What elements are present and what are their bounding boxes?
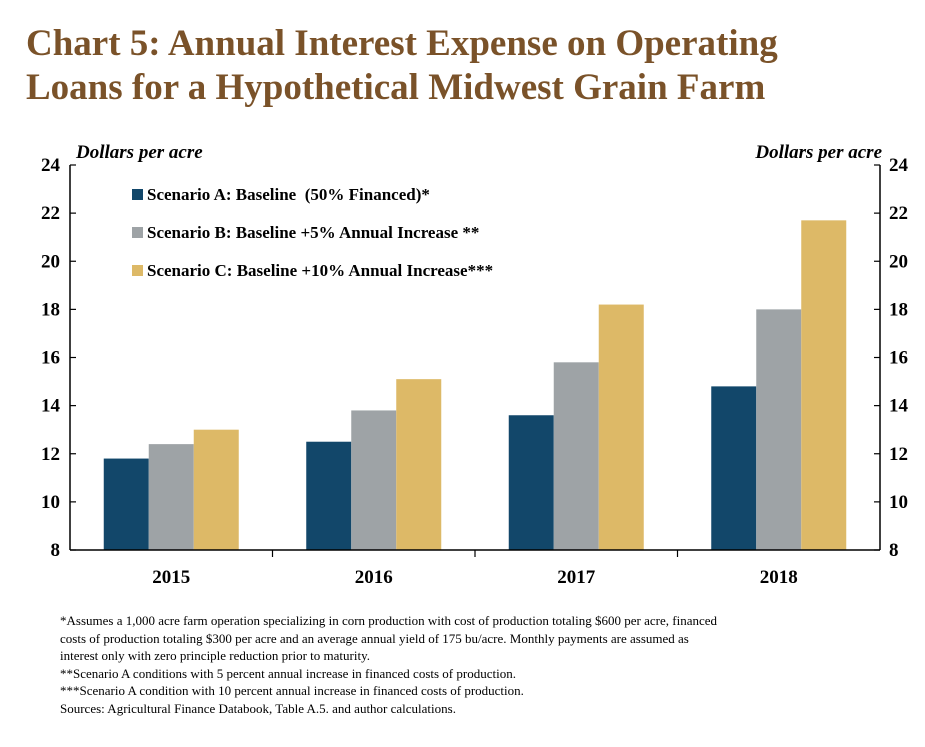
bar — [756, 309, 802, 550]
y-tick-label-left: 16 — [41, 348, 60, 369]
x-tick-label: 2015 — [152, 567, 190, 588]
bar — [351, 410, 397, 550]
y-tick-label-left: 22 — [41, 203, 60, 224]
y-axis-label-right: Dollars per acre — [755, 142, 882, 163]
bar — [148, 444, 194, 550]
y-tick-label-right: 22 — [889, 203, 908, 224]
y-tick-label-right: 16 — [889, 348, 908, 369]
bar — [598, 304, 644, 550]
bar — [306, 441, 352, 550]
footnote-line: **Scenario A conditions with 5 percent a… — [60, 665, 516, 681]
bar — [103, 458, 149, 550]
y-tick-label-left: 24 — [41, 155, 61, 176]
y-tick-label-left: 10 — [41, 492, 60, 513]
x-tick-label: 2017 — [557, 567, 596, 588]
bar — [396, 379, 442, 550]
y-tick-label-left: 18 — [41, 299, 60, 320]
footnote-line: costs of production totaling $300 per ac… — [60, 630, 689, 646]
y-tick-label-right: 20 — [889, 251, 908, 272]
y-tick-label-left: 12 — [41, 444, 60, 465]
chart-title-line-1: Chart 5: Annual Interest Expense on Oper… — [26, 23, 778, 64]
legend-swatch — [132, 227, 143, 238]
y-axis-label-left: Dollars per acre — [76, 142, 203, 163]
y-tick-label-left: 20 — [41, 251, 60, 272]
footnote-line: interest only with zero principle reduct… — [60, 648, 370, 663]
footnote-line: *Assumes a 1,000 acre farm operation spe… — [60, 613, 718, 628]
legend-swatch — [132, 189, 143, 200]
footnotes: *Assumes a 1,000 acre farm operation spe… — [60, 612, 880, 717]
x-tick-label: 2018 — [760, 567, 798, 588]
chart-title-line-2: Loans for a Hypothetical Midwest Grain F… — [26, 67, 766, 108]
bar — [801, 220, 847, 550]
bar — [553, 362, 599, 550]
y-tick-label-right: 8 — [889, 540, 899, 561]
source-line: Sources: Agricultural Finance Databook, … — [60, 700, 456, 716]
y-tick-label-right: 14 — [889, 396, 909, 417]
legend-swatch — [132, 265, 143, 276]
bar — [711, 386, 757, 550]
legend-label: Scenario B: Baseline +5% Annual Increase… — [147, 223, 479, 242]
footnote-line: ***Scenario A condition with 10 percent … — [60, 683, 524, 698]
y-tick-label-right: 12 — [889, 444, 908, 465]
x-tick-label: 2016 — [355, 567, 393, 588]
y-tick-label-left: 8 — [51, 540, 61, 561]
legend-label: Scenario C: Baseline +10% Annual Increas… — [147, 261, 493, 280]
y-tick-label-left: 14 — [41, 396, 61, 417]
y-tick-label-right: 24 — [889, 155, 909, 176]
y-tick-label-right: 18 — [889, 299, 908, 320]
bar — [508, 415, 554, 550]
bar — [193, 429, 239, 550]
legend-label: Scenario A: Baseline (50% Financed)* — [147, 185, 430, 204]
chart-title: Chart 5: Annual Interest Expense on Oper… — [26, 22, 906, 110]
y-tick-label-right: 10 — [889, 492, 908, 513]
